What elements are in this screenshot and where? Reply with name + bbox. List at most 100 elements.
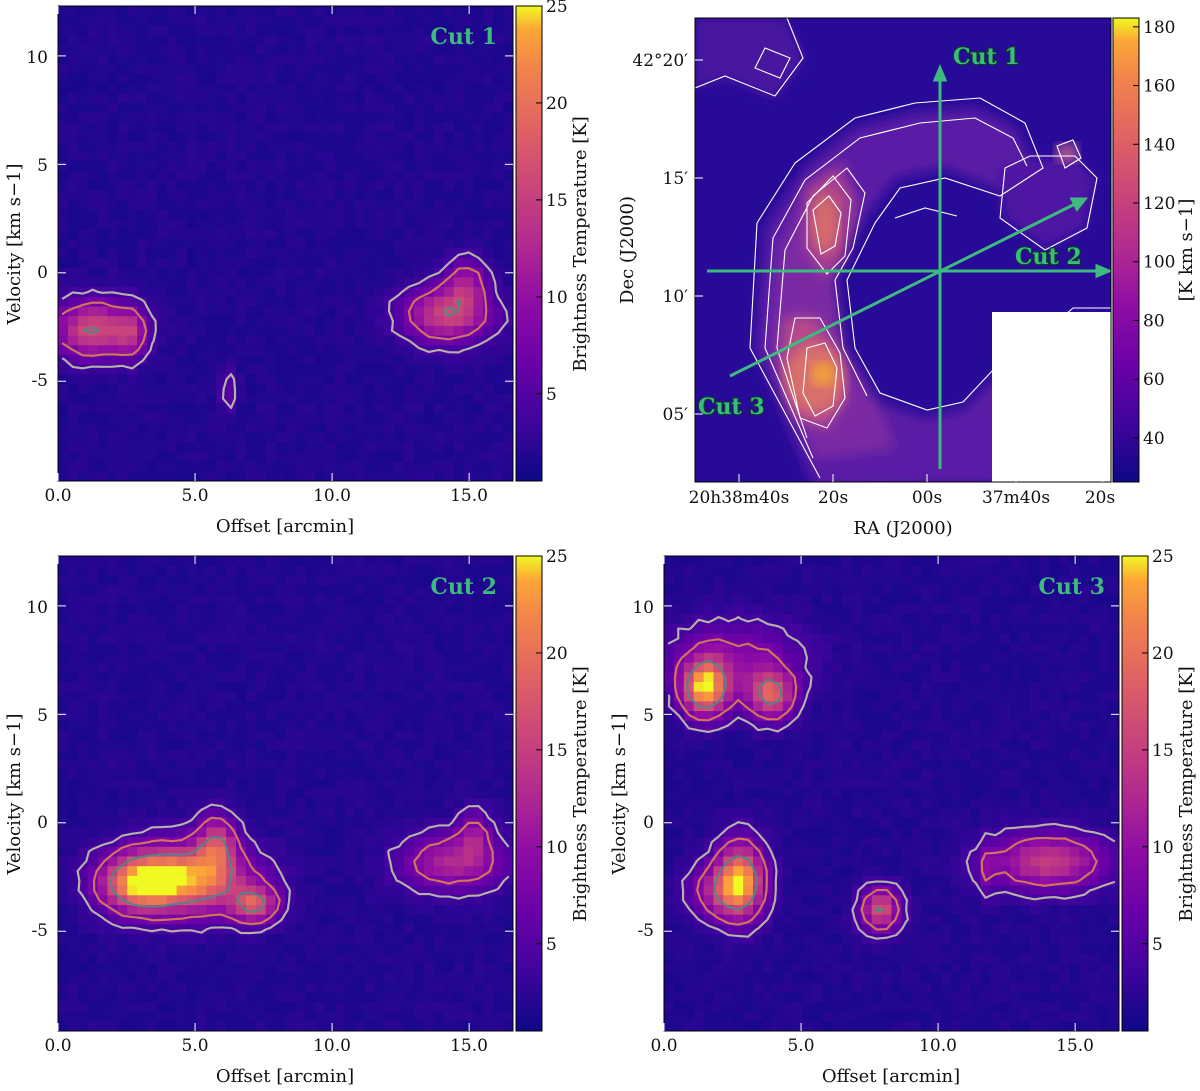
pv-pixel (325, 565, 336, 576)
pv-pixel (196, 287, 207, 298)
pv-pixel (315, 209, 326, 220)
pv-pixel (285, 335, 296, 346)
pv-pixel (453, 691, 465, 702)
pv-pixel (97, 432, 108, 443)
pv-pixel (723, 556, 734, 567)
pv-pixel (107, 817, 118, 828)
pv-pixel (226, 856, 237, 867)
pv-pixel (394, 54, 405, 65)
pv-pixel (334, 614, 346, 625)
pv-pixel (743, 594, 754, 605)
pv-pixel (443, 866, 455, 877)
pv-pixel (127, 112, 138, 123)
pv-pixel (147, 992, 158, 1003)
pv-pixel (931, 594, 942, 605)
pv-pixel (236, 267, 247, 278)
pv-pixel (127, 759, 138, 770)
pv-pixel (196, 73, 207, 85)
pv-pixel (127, 325, 138, 337)
y-axis-label: Velocity [km s−1] (4, 713, 25, 875)
pv-pixel (473, 471, 484, 481)
pv-pixel (166, 982, 178, 993)
pv-pixel (911, 604, 922, 615)
pv-pixel (255, 35, 267, 46)
pv-pixel (127, 740, 138, 751)
pv-pixel (433, 180, 445, 191)
pv-pixel (166, 6, 178, 17)
pv-pixel (970, 565, 982, 576)
pv-pixel (216, 83, 227, 94)
pv-pixel (127, 808, 138, 819)
pv-pixel (404, 451, 415, 463)
pv-pixel (58, 972, 69, 984)
pv-pixel (453, 384, 465, 395)
integrated-intensity-map: Cut 1 Cut 2 Cut 3 (695, 18, 1111, 482)
pv-pixel (275, 161, 286, 172)
pv-pixel (117, 451, 128, 463)
pv-pixel (921, 604, 932, 615)
pv-pixel (127, 682, 138, 693)
pv-pixel (137, 963, 148, 974)
pv-pixel (58, 614, 69, 625)
pv-pixel (334, 672, 346, 683)
pv-pixel (503, 623, 513, 635)
pv-pixel (295, 778, 306, 790)
pv-pixel (325, 875, 336, 887)
pv-pixel (166, 83, 178, 94)
pv-pixel (463, 846, 474, 857)
pv-pixel (107, 943, 118, 954)
pv-pixel (285, 228, 296, 240)
pv-pixel (414, 924, 425, 935)
pv-pixel (67, 25, 79, 36)
pv-pixel (921, 623, 932, 635)
pv-pixel (493, 633, 504, 644)
pv-pixel (196, 471, 207, 481)
pv-pixel (67, 604, 79, 615)
pv-pixel (404, 827, 415, 838)
pv-pixel (305, 393, 316, 404)
pv-pixel (483, 384, 494, 395)
pv-pixel (127, 875, 138, 887)
pv-pixel (315, 924, 326, 935)
pv-pixel (414, 769, 425, 780)
pv-pixel (186, 54, 197, 65)
pv-pixel (166, 141, 178, 152)
pv-pixel (176, 306, 188, 317)
pv-pixel (196, 846, 207, 857)
pv-pixel (265, 325, 277, 337)
pv-pixel (87, 730, 99, 741)
pv-pixel (1099, 575, 1110, 586)
pv-pixel (265, 943, 277, 954)
pv-pixel (166, 316, 178, 327)
pv-pixel (344, 422, 356, 434)
pv-pixel (404, 652, 415, 664)
pv-pixel (414, 64, 425, 75)
pv-pixel (394, 837, 405, 848)
pv-pixel (137, 209, 148, 220)
pv-pixel (196, 934, 207, 945)
pv-pixel (137, 228, 148, 240)
pv-pixel (216, 199, 227, 211)
pv-pixel (473, 701, 484, 712)
pv-pixel (305, 623, 316, 635)
pv-pixel (344, 325, 356, 337)
pv-pixel (275, 393, 286, 404)
pv-pixel (245, 662, 257, 673)
pv-pixel (127, 778, 138, 790)
pv-pixel (295, 992, 306, 1003)
pv-pixel (186, 691, 197, 702)
pv-pixel (802, 556, 813, 567)
pv-pixel (404, 258, 415, 269)
pv-pixel (295, 83, 306, 94)
pv-pixel (463, 190, 474, 201)
pv-pixel (433, 44, 445, 55)
pv-pixel (483, 943, 494, 954)
pv-pixel (117, 866, 128, 877)
pv-pixel (423, 432, 435, 443)
pv-pixel (77, 652, 89, 664)
pv-pixel (305, 604, 316, 615)
pv-pixel (196, 904, 207, 916)
pv-pixel (176, 798, 188, 809)
pv-pixel (861, 604, 873, 615)
pv-pixel (743, 575, 754, 586)
